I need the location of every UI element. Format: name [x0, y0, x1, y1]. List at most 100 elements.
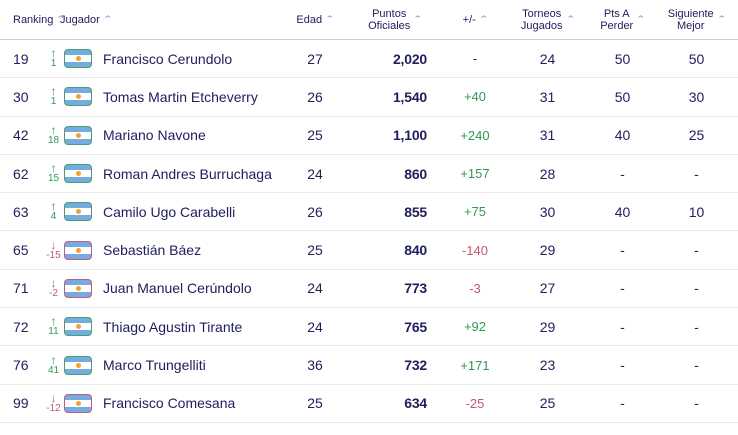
- sort-caret-icon: ⌃: [324, 14, 335, 24]
- ranking-value: 19: [13, 50, 29, 67]
- points-change-value: +157: [460, 166, 490, 182]
- official-points-value: 634: [404, 395, 427, 412]
- ranking-movement: -12: [45, 393, 62, 414]
- player-name[interactable]: Marco Trungelliti: [103, 357, 206, 374]
- movement-delta: 1: [50, 58, 57, 70]
- player-cell: 1 Tomas Martin Etcheverry: [44, 86, 285, 107]
- movement-delta: -2: [49, 287, 58, 299]
- official-points-value: 855: [404, 203, 427, 220]
- age-value: 25: [307, 127, 323, 144]
- table-body: 19 1 Francisco Cerundolo 27 2,020 - 24 5…: [0, 40, 738, 423]
- age-value: 24: [307, 280, 323, 297]
- movement-delta: 11: [48, 326, 59, 338]
- next-best-value: 30: [688, 88, 705, 105]
- sort-caret-icon: ⌃: [716, 14, 727, 24]
- points-change-value: +171: [460, 357, 490, 373]
- next-best-value: 10: [688, 203, 705, 220]
- tournaments-played-value: 25: [539, 395, 556, 412]
- table-row[interactable]: 62 15 Roman Andres Burruchaga 24 860 +15…: [0, 155, 738, 194]
- flag-sun-icon: [75, 400, 81, 406]
- ranking-value: 62: [13, 165, 29, 182]
- points-to-lose-value: -: [620, 395, 625, 412]
- player-name[interactable]: Roman Andres Burruchaga: [103, 165, 272, 182]
- column-header-label: Pts A Perder: [600, 7, 634, 32]
- argentina-flag-icon: [64, 49, 92, 69]
- next-best-value: -: [694, 280, 699, 297]
- column-header-jugador[interactable]: Jugador ⌃: [44, 14, 285, 26]
- column-header-edad[interactable]: Edad ⌃: [285, 14, 345, 26]
- flag-sun-icon: [75, 132, 81, 138]
- movement-delta: 18: [47, 134, 60, 146]
- points-to-lose-value: -: [620, 318, 625, 335]
- column-header-ranking[interactable]: Ranking ⌃: [0, 14, 66, 26]
- player-cell: 41 Marco Trungelliti: [44, 355, 285, 376]
- table-header-row: Ranking ⌃ Jugador ⌃ Edad ⌃ Puntos Oficia…: [0, 0, 738, 40]
- player-name[interactable]: Sebastián Báez: [103, 242, 202, 259]
- age-value: 26: [307, 203, 323, 220]
- column-header-label: Siguiente Mejor: [667, 7, 714, 32]
- argentina-flag-icon: [64, 125, 92, 145]
- tournaments-played-value: 27: [539, 280, 556, 297]
- player-name[interactable]: Mariano Navone: [103, 127, 206, 144]
- player-name[interactable]: Tomas Martin Etcheverry: [103, 88, 258, 105]
- player-cell: -2 Juan Manuel Cerúndolo: [44, 278, 285, 299]
- table-row[interactable]: 42 18 Mariano Navone 25 1,100 +240 31 40…: [0, 117, 738, 155]
- table-row[interactable]: 71 -2 Juan Manuel Cerúndolo 24 773 -3 27…: [0, 270, 738, 309]
- column-header-torneos-jugados[interactable]: Torneos Jugados ⌃: [505, 8, 590, 32]
- player-name[interactable]: Camilo Ugo Carabelli: [103, 203, 236, 220]
- column-header-puntos-oficiales[interactable]: Puntos Oficiales ⌃: [345, 8, 445, 32]
- next-best-value: -: [694, 165, 699, 182]
- next-best-value: 25: [688, 127, 705, 144]
- points-change-value: -3: [469, 280, 481, 296]
- ranking-movement: 1: [45, 86, 62, 107]
- column-header-label: Torneos Jugados: [520, 7, 563, 32]
- ranking-value: 65: [13, 242, 29, 259]
- column-header-plus-minus[interactable]: +/- ⌃: [445, 14, 505, 26]
- flag-sun-icon: [75, 94, 81, 100]
- age-value: 27: [307, 50, 323, 67]
- column-header-pts-a-perder[interactable]: Pts A Perder ⌃: [590, 8, 655, 32]
- age-value: 25: [307, 395, 323, 412]
- sort-caret-icon: ⌃: [636, 14, 646, 24]
- points-change-value: +240: [460, 127, 490, 143]
- table-row[interactable]: 76 41 Marco Trungelliti 36 732 +171 23 -…: [0, 346, 738, 385]
- points-to-lose-value: 50: [614, 88, 631, 105]
- points-change-value: -: [472, 51, 478, 67]
- player-cell: -12 Francisco Comesana: [44, 393, 285, 414]
- column-header-siguiente-mejor[interactable]: Siguiente Mejor ⌃: [655, 8, 738, 32]
- table-row[interactable]: 99 -12 Francisco Comesana 25 634 -25 25 …: [0, 385, 738, 423]
- player-name[interactable]: Francisco Comesana: [103, 395, 236, 412]
- ranking-movement: 11: [45, 316, 62, 337]
- flag-sun-icon: [75, 362, 81, 368]
- points-change-value: +75: [463, 204, 487, 220]
- player-cell: -15 Sebastián Báez: [44, 240, 285, 261]
- ranking-value: 63: [13, 203, 29, 220]
- points-change-value: +92: [463, 319, 487, 335]
- player-name[interactable]: Thiago Agustin Tirante: [103, 318, 243, 335]
- official-points-value: 765: [404, 318, 427, 335]
- next-best-value: -: [694, 395, 699, 412]
- official-points-value: 860: [404, 165, 427, 182]
- table-row[interactable]: 65 -15 Sebastián Báez 25 840 -140 29 - -: [0, 231, 738, 270]
- flag-sun-icon: [75, 285, 81, 291]
- table-row[interactable]: 19 1 Francisco Cerundolo 27 2,020 - 24 5…: [0, 40, 738, 79]
- tournaments-played-value: 23: [539, 357, 556, 374]
- ranking-movement: 41: [45, 355, 62, 376]
- ranking-movement: 4: [45, 201, 62, 222]
- player-name[interactable]: Juan Manuel Cerúndolo: [103, 280, 252, 297]
- points-to-lose-value: 50: [614, 50, 631, 67]
- table-row[interactable]: 30 1 Tomas Martin Etcheverry 26 1,540 +4…: [0, 78, 738, 117]
- sort-caret-icon: ⌃: [102, 14, 113, 24]
- table-row[interactable]: 72 11 Thiago Agustin Tirante 24 765 +92 …: [0, 308, 738, 347]
- player-name[interactable]: Francisco Cerundolo: [103, 50, 233, 67]
- ranking-movement: -15: [45, 240, 62, 261]
- player-cell: 4 Camilo Ugo Carabelli: [44, 201, 285, 222]
- points-to-lose-value: -: [620, 357, 625, 374]
- argentina-flag-icon: [64, 355, 92, 375]
- age-value: 24: [307, 165, 323, 182]
- sort-caret-icon: ⌃: [478, 14, 489, 24]
- flag-sun-icon: [75, 171, 81, 177]
- movement-delta: -12: [46, 402, 61, 414]
- table-row[interactable]: 63 4 Camilo Ugo Carabelli 26 855 +75 30 …: [0, 193, 738, 232]
- age-value: 36: [307, 357, 323, 374]
